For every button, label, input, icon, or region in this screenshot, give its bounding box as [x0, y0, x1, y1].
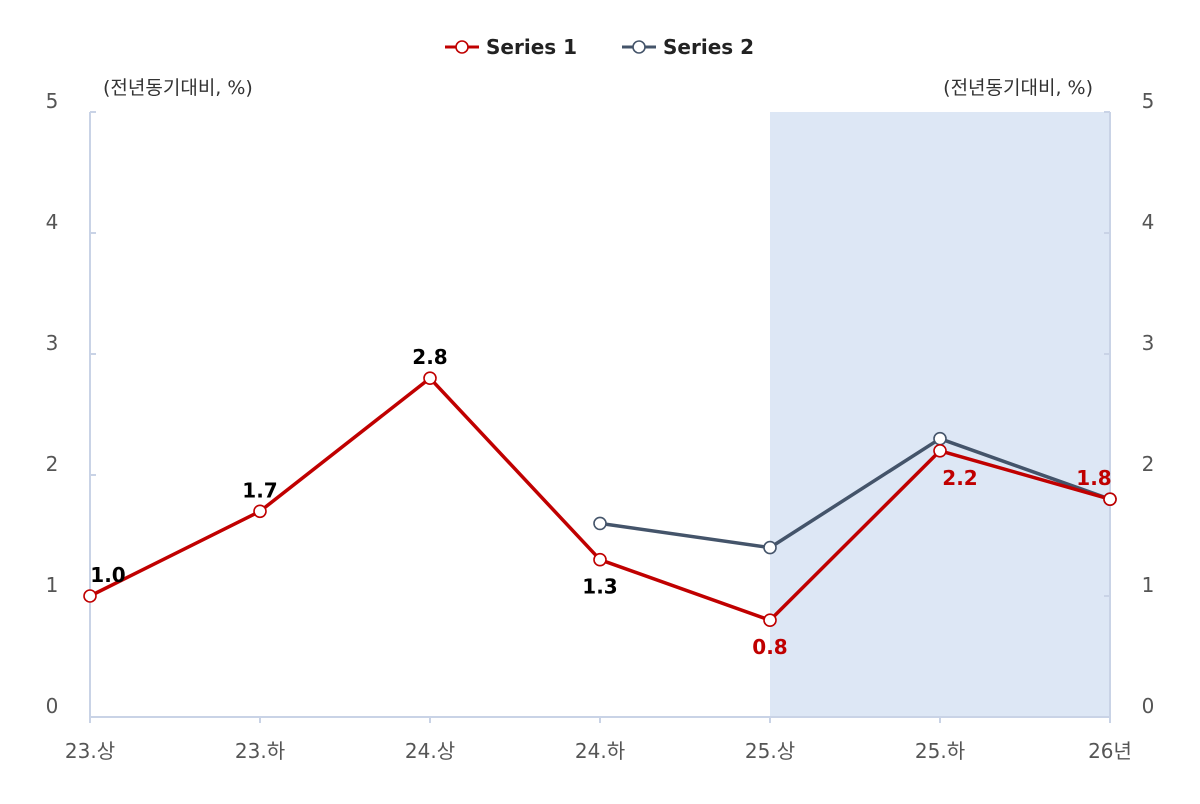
series-2-point [933, 431, 947, 446]
series-1-point [423, 371, 437, 386]
series-1-point [763, 613, 777, 628]
legend-series-1-label: Series 1 [486, 35, 577, 59]
series-1-data-label: 1.3 [582, 575, 617, 599]
legend-series-1-marker-swatch [455, 40, 469, 54]
left-y-tick-label: 0 [46, 694, 59, 718]
legend: Series 1 Series 2 [445, 35, 754, 59]
x-tick-label: 26년 [1088, 739, 1132, 763]
forecast-highlight-band [770, 112, 1110, 717]
x-tick-label: 25.상 [745, 739, 795, 763]
x-tick-label: 25.하 [915, 739, 965, 763]
series-1-point [253, 504, 267, 519]
series-2-point [763, 540, 777, 555]
left-y-tick-label: 4 [46, 210, 59, 234]
left-y-tick-label: 2 [46, 452, 59, 476]
right-y-tick-label: 0 [1142, 694, 1155, 718]
right-y-tick-label: 4 [1142, 210, 1155, 234]
right-y-tick-label: 3 [1142, 331, 1155, 355]
left-y-tick-label: 1 [46, 573, 59, 597]
series-markers [83, 371, 1117, 628]
left-axis-unit-label: (전년동기대비, %) [103, 77, 253, 99]
data-labels: 1.0 1.7 2.8 1.3 0.8 2.2 1.8 [90, 345, 1111, 659]
x-tick-label: 24.상 [405, 739, 455, 763]
legend-series-2-marker-swatch [632, 40, 646, 54]
series-1-data-label: 0.8 [752, 635, 787, 659]
series-1-data-label: 1.0 [90, 563, 125, 587]
series-1-point [593, 552, 607, 567]
x-tick-label: 24.하 [575, 739, 625, 763]
series-1-point [933, 443, 947, 458]
series-1-point [1103, 492, 1117, 507]
series-1-data-label: 2.2 [942, 466, 977, 490]
axes: 0 0 1 1 2 2 3 3 4 4 5 5 23.상 23.하 24.상 24.하 25.상 25.하 26년 [46, 89, 1155, 763]
x-tick-label: 23.상 [65, 739, 115, 763]
series-1-data-label: 1.8 [1076, 466, 1111, 490]
right-axis-unit-label: (전년동기대비, %) [943, 77, 1093, 99]
series-1-point [83, 589, 97, 603]
series-2-line [598, 436, 1112, 550]
series-1-data-label: 1.7 [242, 478, 277, 502]
series-2-point [593, 516, 607, 531]
right-y-tick-label: 1 [1142, 573, 1155, 597]
right-y-tick-label: 5 [1142, 89, 1155, 113]
x-tick-label: 23.하 [235, 739, 285, 763]
left-y-tick-label: 5 [46, 89, 59, 113]
right-y-tick-label: 2 [1142, 452, 1155, 476]
left-y-tick-label: 3 [46, 331, 59, 355]
legend-series-2-label: Series 2 [663, 35, 754, 59]
series-1-data-label: 2.8 [412, 345, 447, 369]
